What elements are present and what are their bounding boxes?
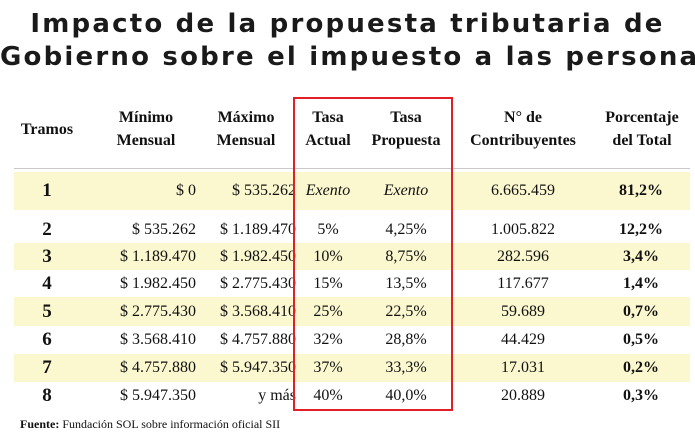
cell-max: $ 535.262 [232,182,296,199]
cell-min: $ 4.757.880 [120,359,196,376]
cell-propuesta: 13,5% [385,274,427,292]
cell-tramo: 4 [42,272,52,294]
cell-porcentaje: 1,4% [623,274,659,292]
cell-propuesta: 8,75% [385,247,427,265]
cell-min: $ 1.189.470 [120,247,196,265]
cell-actual: 32% [313,331,343,348]
tasa-highlight-box [293,97,453,411]
cell-actual: 15% [313,274,343,292]
cell-contribuyentes: 282.596 [497,247,549,265]
table-header: Tramos Mínimo Mensual Máximo Mensual Tasa A… [0,106,695,156]
cell-min: $ 535.262 [132,220,196,238]
cell-propuesta: 28,8% [385,331,427,348]
table-row: 8 $ 5.947.350 y más 40% 40,0% 20.889 0,3% [14,382,690,409]
cell-porcentaje: 12,2% [619,220,663,238]
cell-max: $ 5.947.350 [220,359,296,376]
cell-propuesta: 22,5% [385,302,427,320]
header-tasa-propuesta: Tasa Propuesta [371,109,441,149]
table-row: 5 $ 2.775.430 $ 3.568.410 25% 22,5% 59.689 0,7… [14,297,690,326]
source-text: Fundación SOL sobre información oficial … [59,417,281,431]
cell-tramo: 3 [42,245,52,267]
title-line-1: Impacto de la propuesta tributaria de [30,9,665,39]
cell-tramo: 6 [42,329,52,350]
cell-max: $ 1.189.470 [220,220,296,238]
cell-propuesta: 40,0% [385,386,427,404]
cell-tramo: 2 [42,218,52,240]
cell-porcentaje: 0,5% [623,331,659,348]
cell-max: $ 3.568.410 [220,302,296,320]
cell-min: $ 5.947.350 [120,386,196,404]
header-divider [14,168,690,169]
cell-porcentaje: 0,3% [623,386,659,404]
cell-tramo: 7 [42,357,52,378]
cell-actual: 37% [313,359,343,376]
cell-porcentaje: 0,7% [623,302,659,320]
cell-min: $ 0 [176,182,196,199]
cell-tramo: 1 [42,180,52,201]
cell-contribuyentes: 44.429 [501,331,545,348]
cell-contribuyentes: 117.677 [497,274,549,292]
cell-contribuyentes: 59.689 [501,302,545,320]
header-porcentaje: Porcentaje del Total [605,109,679,149]
cell-contribuyentes: 1.005.822 [491,220,555,238]
source-note: Fuente: Fundación SOL sobre información … [20,417,280,432]
table-row: 4 $ 1.982.450 $ 2.775.430 15% 13,5% 117.677 1,… [14,270,690,297]
page-title: Impacto de la propuesta tributaria de Go… [0,8,695,74]
cell-tramo: 8 [42,384,52,406]
title-line-2: Gobierno sobre el impuesto a las persona… [0,42,695,72]
cell-propuesta: 4,25% [385,220,427,238]
cell-max: y más [258,386,296,404]
table-row: 6 $ 3.568.410 $ 4.757.880 32% 28,8% 44.429 0,5… [14,326,690,354]
cell-max: $ 1.982.450 [220,247,296,265]
cell-contribuyentes: 20.889 [501,386,545,404]
cell-propuesta: 33,3% [385,359,427,376]
cell-porcentaje: 3,4% [623,247,659,265]
cell-contribuyentes: 17.031 [501,359,545,376]
table-row: 1 $ 0 $ 535.262 Exento Exento 6.665.459 81,2% [14,172,690,210]
cell-actual: 25% [313,302,343,320]
table-row: 2 $ 535.262 $ 1.189.470 5% 4,25% 1.005.822 12,… [14,216,690,243]
cell-propuesta: Exento [383,182,429,199]
cell-porcentaje: 0,2% [623,359,659,376]
table-row: 3 $ 1.189.470 $ 1.982.450 10% 8,75% 282.596 3,… [14,243,690,270]
cell-actual: 40% [313,386,343,404]
cell-tramo: 5 [42,300,52,322]
cell-min: $ 1.982.450 [120,274,196,292]
table-row: 7 $ 4.757.880 $ 5.947.350 37% 33,3% 17.031 0,2… [14,354,690,382]
cell-max: $ 4.757.880 [220,331,296,348]
cell-actual: 10% [313,247,343,265]
header-tasa-actual: Tasa Actual [305,109,351,149]
cell-actual: 5% [317,220,339,238]
cell-actual: Exento [305,182,351,199]
cell-max: $ 2.775.430 [220,274,296,292]
cell-min: $ 3.568.410 [120,331,196,348]
header-contribuyentes: N° de Contribuyentes [470,109,576,149]
header-minimo: Mínimo Mensual [116,109,176,149]
header-tramos: Tramos [20,121,74,138]
cell-contribuyentes: 6.665.459 [491,182,555,199]
cell-porcentaje: 81,2% [619,182,663,199]
header-maximo: Máximo Mensual [216,109,276,149]
source-label: Fuente: [20,417,60,431]
cell-min: $ 2.775.430 [120,302,196,320]
